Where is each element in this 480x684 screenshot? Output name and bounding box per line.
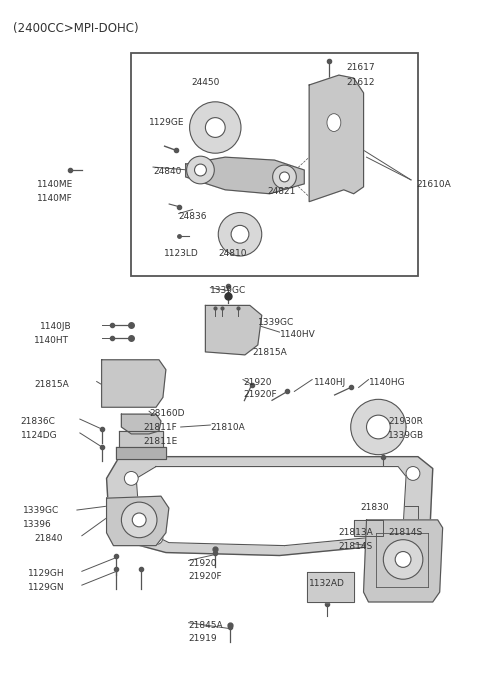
Text: 1339GC: 1339GC [210, 286, 247, 295]
Ellipse shape [273, 165, 296, 189]
Text: 21920: 21920 [189, 560, 217, 568]
Polygon shape [121, 414, 161, 434]
Text: 21830: 21830 [360, 503, 389, 512]
Text: 1129GN: 1129GN [27, 583, 64, 592]
Text: 1123LD: 1123LD [164, 249, 199, 258]
Text: 1140HJ: 1140HJ [314, 378, 347, 386]
Circle shape [411, 524, 425, 538]
Text: 24840: 24840 [153, 167, 181, 176]
Polygon shape [102, 360, 166, 407]
Text: 1129GE: 1129GE [149, 118, 185, 127]
Ellipse shape [190, 102, 241, 153]
Text: 21617: 21617 [347, 63, 375, 73]
Text: 21610A: 21610A [416, 180, 451, 189]
Text: 21814S: 21814S [339, 542, 373, 551]
Text: 1140HG: 1140HG [369, 378, 405, 386]
Polygon shape [307, 573, 354, 602]
Polygon shape [107, 496, 169, 546]
Text: 24810: 24810 [218, 249, 247, 258]
Text: (2400CC>MPI-DOHC): (2400CC>MPI-DOHC) [12, 22, 138, 35]
Text: 21814S: 21814S [388, 528, 422, 537]
Text: 1140MF: 1140MF [37, 194, 73, 202]
Text: 13396: 13396 [23, 520, 51, 529]
Text: 1339GB: 1339GB [388, 431, 424, 440]
Ellipse shape [384, 540, 423, 579]
Ellipse shape [218, 213, 262, 256]
Ellipse shape [205, 118, 225, 137]
Text: 1129GH: 1129GH [27, 569, 64, 579]
Text: 21930R: 21930R [388, 417, 423, 426]
Bar [131, 53, 418, 276]
Ellipse shape [231, 225, 249, 243]
Text: 24836: 24836 [179, 211, 207, 220]
Text: 1124DG: 1124DG [21, 431, 57, 440]
Text: 1140JB: 1140JB [40, 322, 72, 331]
Text: 21920F: 21920F [243, 391, 276, 399]
Text: 21815A: 21815A [252, 348, 287, 357]
Text: 21836C: 21836C [21, 417, 56, 426]
Ellipse shape [132, 513, 146, 527]
Polygon shape [186, 157, 304, 194]
Text: 28160D: 28160D [149, 409, 185, 418]
Text: 21920F: 21920F [189, 573, 222, 581]
Polygon shape [120, 431, 163, 447]
Ellipse shape [395, 551, 411, 567]
Polygon shape [136, 466, 406, 546]
Ellipse shape [367, 415, 390, 439]
Text: 24450: 24450 [191, 78, 219, 87]
Text: 21612: 21612 [347, 78, 375, 87]
Text: 21811E: 21811E [143, 437, 178, 446]
Polygon shape [309, 75, 363, 202]
Polygon shape [205, 306, 262, 355]
Ellipse shape [187, 156, 214, 184]
Polygon shape [117, 447, 166, 459]
Text: 21811F: 21811F [143, 423, 177, 432]
Text: 1339GC: 1339GC [258, 318, 294, 327]
Polygon shape [107, 457, 433, 555]
Ellipse shape [351, 399, 406, 455]
Text: 24821: 24821 [268, 187, 296, 196]
Circle shape [149, 531, 163, 544]
Text: 21845A: 21845A [189, 621, 223, 630]
Circle shape [406, 466, 420, 480]
Polygon shape [363, 520, 443, 602]
Polygon shape [354, 520, 384, 536]
Text: 21920: 21920 [243, 378, 272, 386]
Circle shape [124, 471, 138, 486]
Text: 1140HV: 1140HV [279, 330, 315, 339]
Text: 1140HT: 1140HT [35, 336, 70, 345]
Text: 21840: 21840 [35, 534, 63, 543]
Ellipse shape [279, 172, 289, 182]
Text: 21815A: 21815A [35, 380, 69, 389]
Ellipse shape [194, 164, 206, 176]
Text: 21919: 21919 [189, 633, 217, 642]
Text: 21810A: 21810A [210, 423, 245, 432]
Ellipse shape [121, 502, 157, 538]
Text: 1140ME: 1140ME [37, 180, 73, 189]
Text: 1339GC: 1339GC [23, 506, 59, 515]
Text: 21813A: 21813A [339, 528, 373, 537]
Ellipse shape [327, 114, 341, 131]
Text: 1132AD: 1132AD [309, 579, 345, 588]
